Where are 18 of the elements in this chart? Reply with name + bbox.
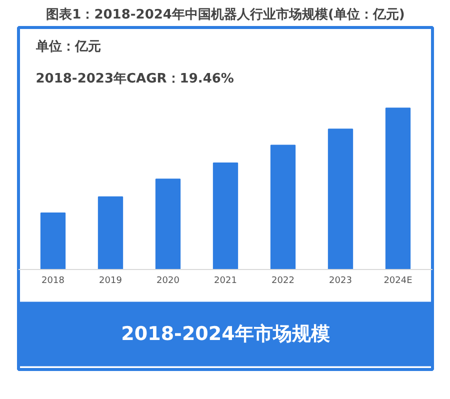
x-tick-label: 2020	[156, 276, 180, 286]
x-axis-title: 2018-2024年市场规模	[121, 323, 330, 346]
chart-title: 图表1：2018-2024年中国机器人行业市场规模(单位：亿元)	[46, 6, 405, 22]
x-tick-label: 2023	[329, 276, 352, 286]
bar	[270, 144, 296, 270]
x-tick-label: 2022	[272, 276, 294, 286]
bar	[328, 128, 354, 270]
bar	[385, 108, 411, 270]
bar	[98, 196, 124, 270]
text: 单位：亿元	[34, 38, 101, 54]
bar	[155, 178, 181, 270]
x-tick-label: 2019	[99, 276, 122, 286]
x-tick-label: 2018	[42, 276, 65, 286]
x-tick-label: 2024E	[384, 276, 413, 286]
bar	[40, 212, 66, 270]
x-tick-label: 2021	[214, 276, 237, 286]
bar	[212, 162, 238, 270]
text: 2018-2023年CAGR：19.46%	[36, 72, 234, 87]
